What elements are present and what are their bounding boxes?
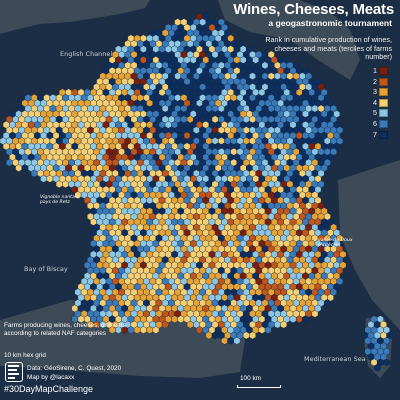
- legend-item-label: 3: [373, 87, 377, 97]
- legend-item-5: 5: [356, 108, 396, 118]
- hex-cell: [46, 174, 54, 183]
- hex-cell: [152, 326, 160, 334]
- legend-item-3: 3: [356, 87, 396, 97]
- legend-item-2: 2: [356, 77, 396, 87]
- hex-cell: [258, 326, 266, 334]
- legend-swatch: [379, 77, 388, 86]
- logo-icon: [5, 362, 23, 382]
- hex-cell: [161, 320, 169, 329]
- hex-cell: [6, 158, 13, 167]
- hex-cell: [324, 299, 331, 307]
- legend-title: Rank in cumulative production of wines, …: [265, 35, 392, 62]
- land-shape: [0, 0, 150, 34]
- legend-item-label: 7: [373, 129, 377, 139]
- legend-swatch: [379, 88, 388, 97]
- map-title: Wines, Cheeses, Meats: [233, 1, 394, 18]
- hashtag: #30DayMapChallenge: [4, 384, 94, 394]
- hex-cell: [196, 326, 203, 334]
- hex-cell: [243, 331, 250, 340]
- methodology-note: Farms producing wines, cheeses, or meats…: [4, 322, 126, 337]
- water-label-english-channel: English Channel: [60, 50, 113, 58]
- hex-cell: [280, 320, 287, 329]
- hex-cell: [274, 320, 281, 329]
- hex-cell: [289, 315, 297, 324]
- hex-cell: [233, 336, 241, 345]
- hex-cell: [221, 336, 228, 345]
- hex-cell: [31, 169, 38, 178]
- legend-item-label: 1: [373, 66, 377, 75]
- grid-note: 10 km hex grid: [4, 352, 46, 359]
- hex-cell: [15, 164, 22, 172]
- legend-item-label: 5: [373, 108, 377, 118]
- hex-cell: [211, 331, 219, 340]
- hex-cell: [205, 331, 213, 340]
- land-shape: [338, 160, 400, 330]
- water-label-mediterranean-sea: Mediterranean Sea: [304, 355, 366, 363]
- hex-cell: [249, 331, 256, 340]
- hex-cell: [186, 320, 194, 329]
- legend-swatch: [379, 120, 388, 128]
- legend-item-label: 2: [373, 76, 377, 86]
- hex-cell: [264, 326, 272, 334]
- hex-cell: [383, 358, 390, 367]
- annotation-vignoble-nantais: Vignoble nantais, pays de Retz: [40, 195, 80, 206]
- hex-cell: [55, 180, 63, 189]
- map-subtitle: a geogastronomic tournament: [268, 18, 392, 28]
- hex-cell: [171, 315, 178, 324]
- scale-bar: [237, 385, 281, 388]
- legend-swatch: [379, 130, 388, 139]
- hex-cell: [296, 315, 303, 324]
- map-author: Map by @lacaxx: [27, 374, 75, 381]
- legend-swatch: [379, 98, 388, 107]
- water-label-bay-of-biscay: Bay of Biscay: [24, 265, 68, 273]
- hex-cell: [40, 174, 47, 183]
- legend-item-label: 4: [373, 97, 377, 107]
- hex-cell: [177, 315, 185, 324]
- data-source: Data: GéoSirene, C. Quest, 2020: [27, 365, 122, 372]
- hex-cell: [21, 164, 29, 172]
- legend-item-7: 7: [356, 130, 396, 140]
- legend-item-4: 4: [356, 98, 396, 108]
- legend-item-6: 6: [356, 119, 396, 129]
- legend-item-label: 6: [373, 119, 377, 128]
- legend-swatch: [379, 67, 388, 75]
- hex-cell: [227, 336, 234, 345]
- hex-cell: [311, 309, 319, 318]
- hex-cell: [146, 326, 153, 334]
- hex-cell: [302, 315, 309, 324]
- hex-cell: [373, 363, 381, 372]
- hex-grid: [0, 12, 393, 372]
- hex-cell: [62, 180, 69, 189]
- legend-item-1: 1: [356, 66, 396, 76]
- annotation-vallee-du-doux: vallée du Doux (Ardèche): [318, 238, 353, 249]
- scale-bar-label: 100 km: [240, 375, 261, 382]
- legend-swatch: [379, 109, 388, 118]
- land-shape: [218, 0, 360, 80]
